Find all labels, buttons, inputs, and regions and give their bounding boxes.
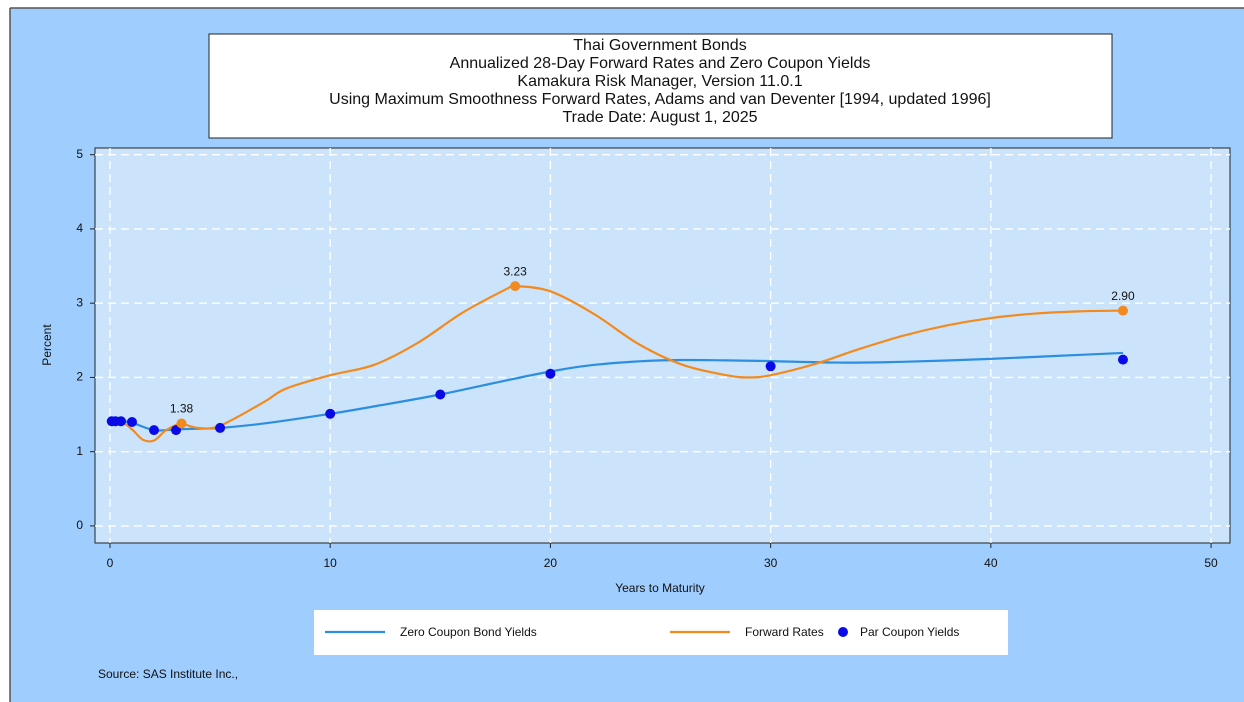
legend-label: Zero Coupon Bond Yields: [400, 625, 537, 639]
annotation-marker: [510, 281, 521, 292]
y-tick-label: 2: [76, 370, 83, 384]
line-series: [109, 284, 1123, 443]
y-tick-label: 4: [76, 221, 83, 235]
scatter-point: [126, 416, 137, 427]
annotation-marker: [176, 418, 187, 429]
scatter-point: [215, 422, 226, 433]
title-line: Using Maximum Smoothness Forward Rates, …: [329, 91, 991, 108]
annotation-marker: [1117, 305, 1128, 316]
title-box: [208, 33, 1113, 139]
legend-swatch: [838, 627, 848, 637]
x-tick-label: 10: [324, 556, 338, 570]
scatter-point: [149, 425, 160, 436]
x-tick-label: 50: [1204, 556, 1218, 570]
scatter-point: [765, 361, 776, 372]
x-tick-label: 40: [984, 556, 998, 570]
y-axis-label: Percent: [40, 324, 54, 366]
y-tick-label: 3: [76, 295, 83, 309]
legend-label: Par Coupon Yields: [860, 625, 959, 639]
annotation-label: 2.90: [1111, 289, 1135, 303]
y-tick-label: 0: [76, 518, 83, 532]
plot-area: [94, 147, 1231, 544]
annotation-label: 1.38: [170, 402, 194, 416]
source-note: Source: SAS Institute Inc.,: [98, 667, 238, 681]
scatter-point: [1117, 354, 1128, 365]
scatter-point: [115, 416, 126, 427]
x-tick-label: 0: [107, 556, 114, 570]
x-tick-label: 20: [544, 556, 558, 570]
x-axis-label: Years to Maturity: [615, 581, 705, 595]
y-tick-label: 1: [76, 444, 83, 458]
scatter-point: [171, 425, 182, 436]
x-tick-label: 30: [764, 556, 778, 570]
title-line: Thai Government Bonds: [573, 37, 746, 54]
legend-label: Forward Rates: [745, 625, 824, 639]
scatter-point: [325, 408, 336, 419]
title-line: Annualized 28-Day Forward Rates and Zero…: [450, 55, 871, 72]
title-line: Kamakura Risk Manager, Version 11.0.1: [517, 73, 802, 90]
scatter-point: [545, 368, 556, 379]
y-tick-label: 5: [76, 147, 83, 161]
title-line: Trade Date: August 1, 2025: [562, 109, 757, 126]
annotation-label: 3.23: [503, 264, 527, 278]
scatter-point: [435, 389, 446, 400]
legend: [314, 610, 1008, 655]
grid: [95, 148, 1230, 543]
